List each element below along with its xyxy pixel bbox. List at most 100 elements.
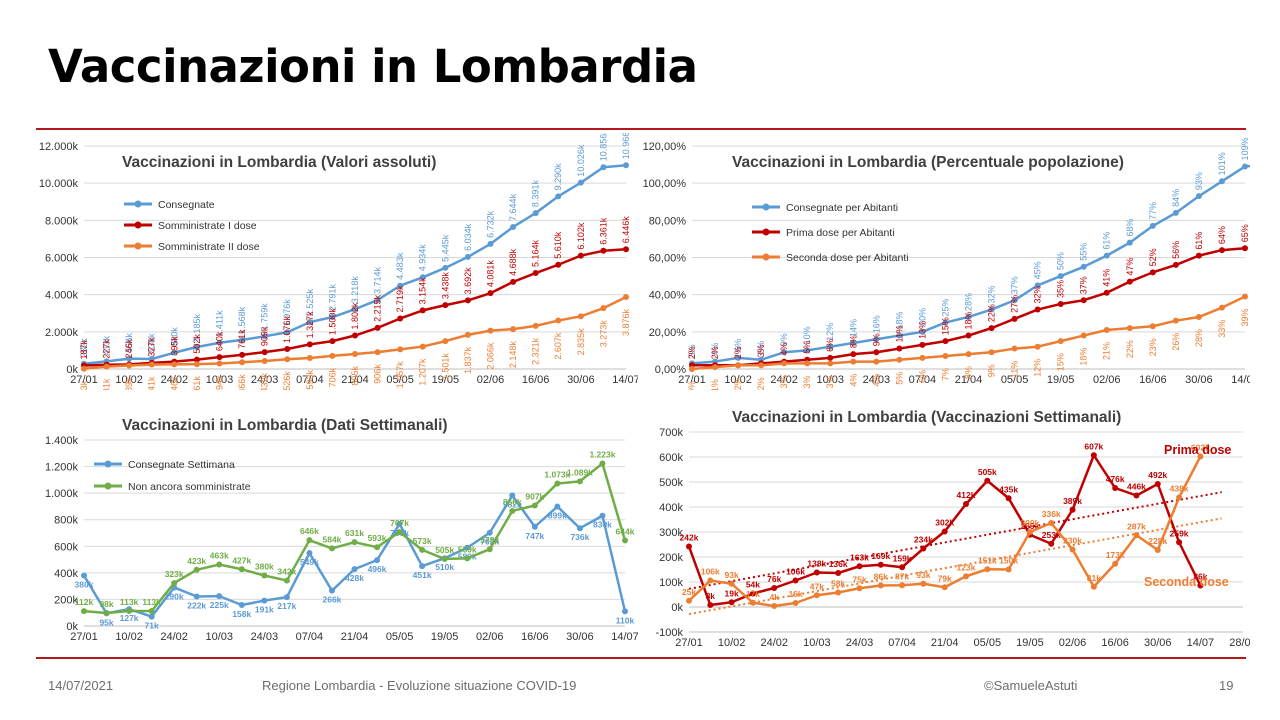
data-label: 1.500k: [327, 308, 337, 336]
x-tick-label: 10/03: [803, 637, 831, 649]
x-tick-label: 05/05: [1001, 374, 1029, 386]
data-label: 12%: [825, 323, 835, 341]
data-label: 37%: [1010, 276, 1020, 294]
data-point: [216, 593, 223, 600]
data-label: 302k: [935, 518, 954, 528]
data-label: 217k: [277, 601, 296, 611]
data-label: 2%: [710, 346, 720, 359]
data-point: [510, 278, 517, 285]
x-tick-label: 02/06: [477, 374, 505, 386]
data-point: [712, 364, 719, 371]
data-point: [1057, 338, 1064, 345]
data-point: [804, 360, 811, 367]
data-point: [1218, 178, 1225, 185]
y-tick-label: 120,00%: [643, 141, 687, 153]
data-label: 1.185k: [192, 313, 202, 341]
x-tick-label: 10/02: [724, 374, 752, 386]
data-label: 76k: [767, 574, 781, 584]
data-label: 3.154k: [418, 277, 428, 305]
data-label: 138k: [807, 559, 826, 569]
x-tick-label: 10/02: [718, 637, 746, 649]
data-point: [600, 247, 607, 254]
data-label: 646k: [300, 526, 319, 536]
data-label: 65%: [1240, 224, 1250, 242]
x-tick-label: 24/02: [770, 374, 798, 386]
legend-marker: [134, 200, 142, 208]
x-tick-label: 19/05: [1016, 637, 1044, 649]
data-label: 26%: [1171, 333, 1181, 351]
data-label: 18%: [1079, 348, 1089, 366]
data-point: [352, 351, 358, 358]
data-label: 11%: [1010, 361, 1020, 378]
data-label: 1.057k: [395, 361, 405, 389]
data-point: [464, 544, 471, 551]
legend-marker: [762, 203, 770, 211]
x-tick-label: 07/04: [888, 637, 916, 649]
data-point: [306, 319, 313, 326]
y-tick-label: 60,00%: [649, 253, 687, 265]
data-point: [965, 313, 972, 320]
data-label: 19k: [725, 588, 739, 598]
data-point: [442, 264, 449, 271]
data-label: 32%: [1033, 286, 1043, 304]
data-point: [984, 477, 991, 484]
data-label: 8k: [706, 591, 716, 601]
data-point: [238, 566, 245, 573]
data-point: [306, 354, 313, 361]
data-point: [896, 345, 903, 352]
data-label: 287k: [1127, 521, 1146, 531]
data-label: 1.759k: [260, 303, 270, 331]
data-label: 899k: [548, 511, 567, 521]
x-tick-label: 27/01: [675, 637, 703, 649]
data-label: 2.835k: [576, 328, 586, 356]
data-point: [919, 354, 926, 361]
x-tick-label: 30/06: [566, 631, 594, 643]
data-label: 3.692k: [463, 267, 473, 295]
data-label: 607k: [1084, 441, 1103, 451]
data-point: [1195, 252, 1202, 259]
data-point: [1103, 326, 1110, 333]
data-point: [238, 602, 245, 609]
data-point: [771, 585, 778, 591]
data-point: [126, 607, 133, 614]
data-point: [1034, 282, 1041, 289]
data-label: 106k: [786, 567, 805, 577]
data-point: [899, 564, 906, 571]
y-tick-label: 6.000k: [45, 253, 79, 265]
legend-marker: [134, 242, 142, 250]
data-label: 1.976k: [282, 299, 292, 327]
data-label: 5.445k: [440, 234, 450, 262]
data-label: 5%: [756, 341, 766, 354]
data-point: [781, 360, 788, 367]
x-tick-label: 21/04: [341, 374, 369, 386]
data-label: 644k: [616, 526, 635, 536]
data-point: [623, 246, 629, 253]
data-point: [216, 360, 223, 367]
data-label: 8.391k: [531, 180, 541, 208]
data-point: [749, 590, 756, 597]
data-point: [531, 502, 538, 509]
data-point: [1242, 293, 1248, 300]
slide-title: Vaccinazioni in Lombardia: [48, 40, 698, 93]
data-point: [329, 338, 336, 345]
data-label: 189k: [124, 377, 134, 390]
chart-absolute-values: 0k 2.000k 4.000k 6.000k 8.000k 10.000k 12.000k…: [39, 133, 638, 390]
y-tick-label: 0k: [671, 602, 683, 614]
x-tick-label: 02/06: [476, 631, 504, 643]
data-point: [758, 362, 765, 369]
data-point: [239, 351, 246, 358]
data-point: [896, 356, 903, 363]
data-label: 1.327k: [305, 311, 315, 339]
series-name-label: Seconda dose: [1144, 575, 1229, 589]
x-tick-label: 21/04: [931, 637, 959, 649]
chart-title: Vaccinazioni in Lombardia (Vaccinazioni …: [732, 409, 1121, 426]
data-label: 5%: [802, 341, 812, 354]
data-label: 3%: [687, 344, 697, 357]
data-point: [328, 545, 335, 552]
y-tick-label: 400k: [54, 568, 78, 580]
data-label: 502k: [192, 334, 202, 354]
y-tick-label: 100k: [659, 577, 683, 589]
y-tick-label: 1.200k: [45, 462, 79, 474]
data-label: 510k: [435, 562, 454, 572]
data-label: 75k: [852, 574, 866, 584]
